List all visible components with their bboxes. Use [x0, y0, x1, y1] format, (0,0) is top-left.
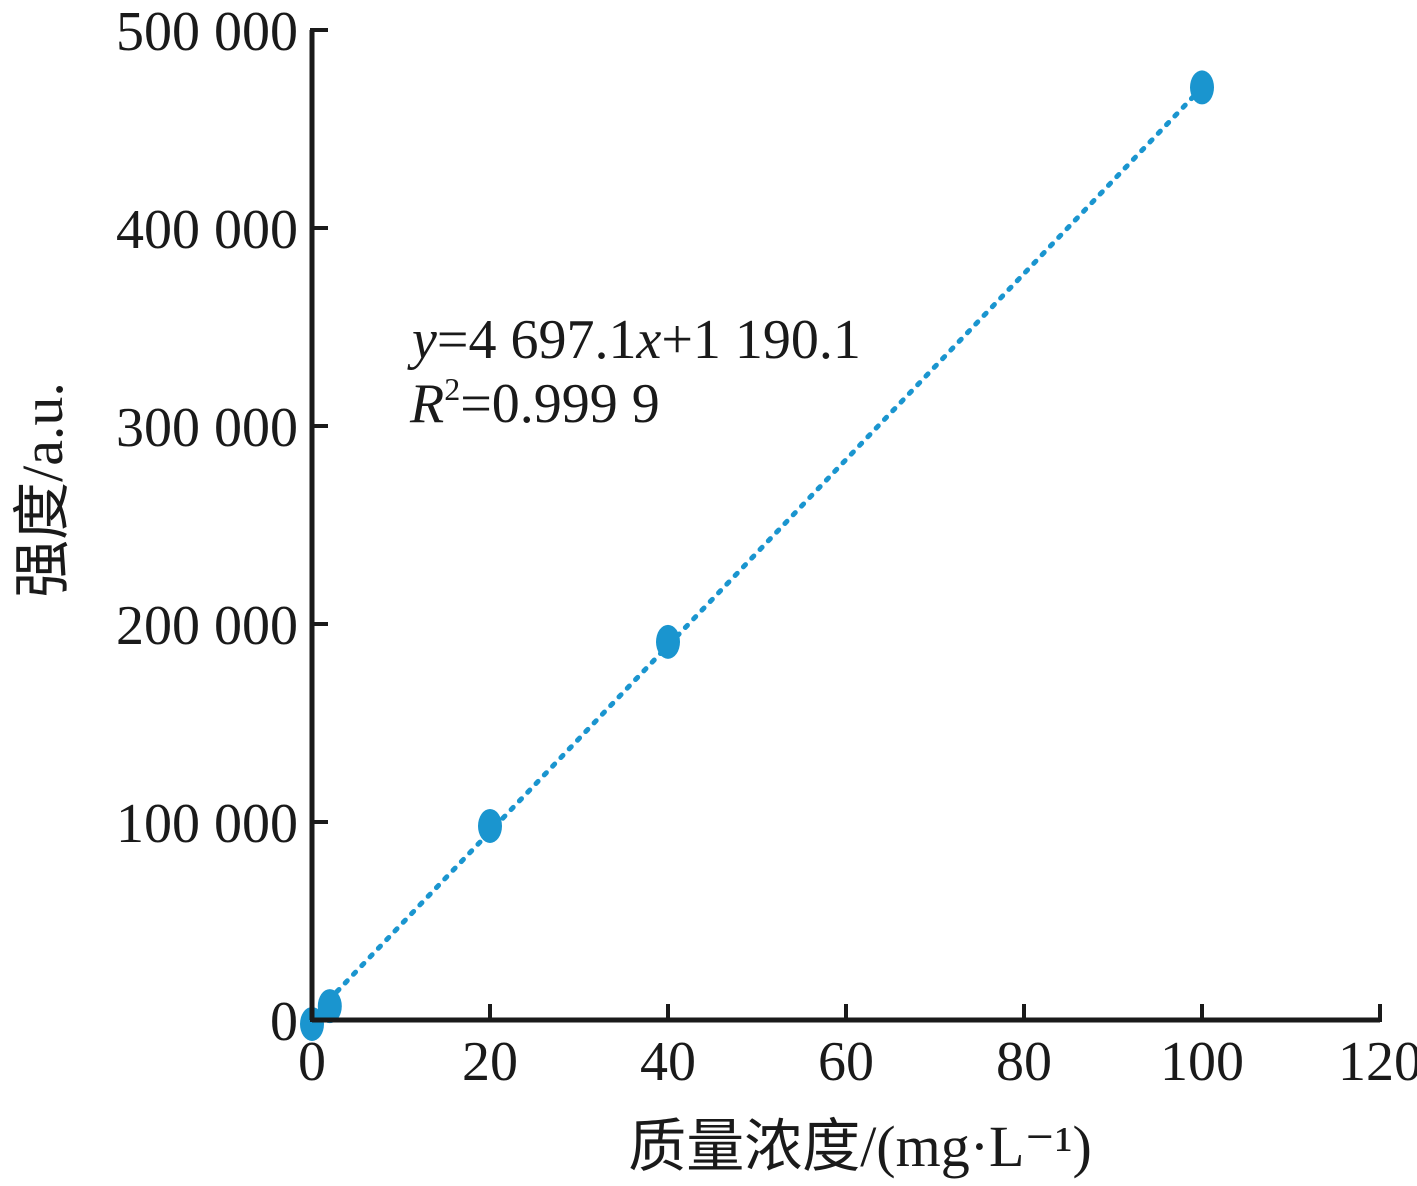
equation-x-var: x: [635, 309, 661, 371]
x-axis-title: 质量浓度/(mg·L⁻¹): [628, 1114, 1092, 1179]
x-tick-label: 40: [640, 1031, 696, 1093]
equation-part1: =4 697.1: [437, 309, 637, 371]
x-tick-label: 0: [298, 1031, 326, 1093]
data-point: [1190, 70, 1214, 105]
trendline: [309, 85, 1205, 1021]
axes-group: [309, 30, 1380, 1023]
y-axis-title: 强度/a.u.: [10, 382, 75, 598]
r-squared-var: R: [409, 373, 444, 435]
y-tick-label: 200 000: [116, 595, 298, 657]
x-tick-label: 60: [818, 1031, 874, 1093]
x-tick-label: 100: [1160, 1031, 1244, 1093]
data-point: [300, 1006, 324, 1041]
equation-y-var: y: [407, 309, 437, 371]
r-squared-label: R2=0.999 9: [409, 371, 660, 435]
equation-part2: +1 190.1: [661, 309, 861, 371]
x-ticks-group: 0 20 40 60 80 100 120: [298, 1004, 1417, 1093]
r-squared-value: =0.999 9: [460, 373, 660, 435]
x-tick-label: 20: [462, 1031, 518, 1093]
data-point: [478, 808, 502, 843]
data-point: [317, 989, 342, 1024]
x-tick-label: 80: [996, 1031, 1052, 1093]
y-tick-label: 0: [270, 991, 298, 1053]
x-tick-label: 120: [1338, 1031, 1417, 1093]
y-ticks-group: 0 100 000 200 000 300 000 400 000 500 000: [116, 1, 328, 1053]
y-tick-label: 400 000: [116, 199, 298, 261]
data-point: [656, 624, 680, 659]
y-tick-label: 100 000: [116, 793, 298, 855]
regression-equation: y=4 697.1x+1 190.1: [407, 309, 861, 371]
y-tick-label: 500 000: [116, 1, 298, 63]
data-points-group: [300, 70, 1214, 1041]
y-tick-label: 300 000: [116, 397, 298, 459]
trendline-group: [309, 85, 1205, 1021]
r-squared-exponent: 2: [444, 371, 460, 407]
